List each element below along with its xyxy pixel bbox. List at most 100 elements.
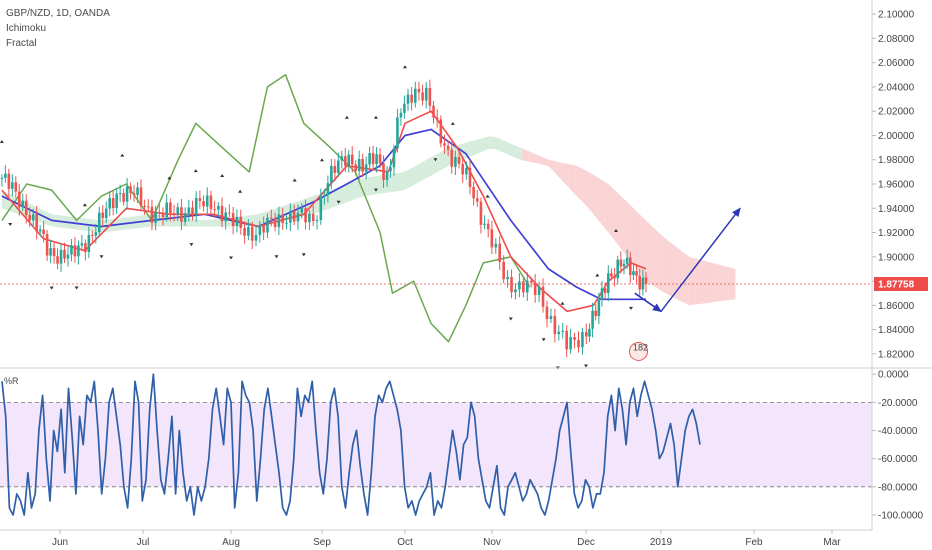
cloud-segment: [676, 246, 683, 303]
candle-body: [146, 206, 150, 208]
cloud-segment: [625, 200, 631, 262]
candle-body: [73, 245, 77, 257]
williams-r-line: [1, 373, 701, 516]
candle-body: [638, 275, 642, 290]
candle-body: [573, 337, 576, 340]
candle-body: [247, 227, 250, 236]
cloud-segment: [205, 219, 212, 227]
candle-body: [154, 212, 157, 223]
candle-body: [486, 223, 490, 230]
fractal-up-marker: [120, 153, 125, 157]
cloud-segment: [669, 241, 677, 299]
cloud-segment: [630, 205, 636, 269]
candle-body: [150, 206, 154, 223]
x-tick-label: Feb: [745, 537, 763, 548]
wr-y-tick-label: 0.0000: [878, 370, 909, 381]
candle-body: [311, 213, 315, 222]
fractal-down-marker: [336, 200, 341, 204]
cloud-segment: [636, 210, 642, 275]
candle-body: [498, 243, 502, 262]
indicator-ichimoku: Ichimoku: [6, 23, 47, 34]
candle-body: [326, 183, 330, 196]
candle-body: [97, 212, 101, 233]
cloud-segment: [192, 219, 200, 227]
candle-body: [475, 198, 479, 202]
candle-body: [490, 229, 494, 248]
candle-body: [389, 167, 392, 172]
cloud-segment: [715, 263, 723, 302]
candle-body: [205, 195, 209, 207]
candle-body: [94, 232, 98, 236]
candle-body: [461, 163, 464, 175]
event-badge-count: 182: [633, 342, 648, 352]
candle-body: [52, 248, 56, 257]
candle-body: [139, 187, 143, 207]
y-tick-label: 1.86000: [878, 301, 915, 312]
x-tick-label: 2019: [650, 537, 673, 548]
candle-body: [368, 153, 371, 165]
candle-body: [502, 261, 505, 280]
candle-body: [392, 148, 396, 168]
fractal-up-marker: [560, 301, 565, 305]
candle-body: [424, 87, 428, 101]
y-tick-label: 1.94000: [878, 204, 915, 215]
price-pane: 182: [0, 65, 872, 370]
candle-body: [594, 310, 598, 317]
candle-body: [343, 156, 347, 166]
candle-body: [217, 205, 220, 210]
candle-body: [66, 254, 70, 259]
cloud-segment: [562, 162, 569, 188]
fractal-down-marker: [301, 253, 306, 257]
candle-body: [641, 277, 645, 290]
wr-y-tick-label: -60.0000: [878, 454, 918, 465]
candle-body: [17, 191, 21, 208]
candle-body: [537, 286, 541, 295]
candle-body: [300, 208, 304, 213]
candle-body: [347, 154, 351, 166]
candle-body: [198, 198, 202, 202]
wr-y-tick-label: -20.0000: [878, 398, 918, 409]
y-tick-label: 1.96000: [878, 180, 915, 191]
cloud-segment: [470, 139, 477, 157]
candle-body: [561, 330, 565, 332]
candle-body: [600, 288, 604, 300]
cloud-segment: [502, 139, 509, 155]
candle-body: [292, 210, 296, 222]
candle-body: [220, 205, 224, 222]
fractal-up-marker: [82, 203, 87, 207]
cloud-segment: [614, 190, 621, 248]
candle-body: [104, 208, 108, 219]
candle-body: [285, 222, 288, 224]
last-price-tag: [874, 277, 928, 292]
candle-body: [577, 339, 580, 348]
candle-body: [432, 105, 435, 118]
fractal-down-marker: [274, 255, 279, 259]
candle-body: [132, 193, 136, 195]
candle-body: [417, 88, 421, 93]
fractal-down-marker: [229, 256, 233, 260]
cloud-segment: [702, 260, 709, 304]
candle-body: [375, 154, 378, 165]
candle-body: [202, 201, 205, 207]
price-overlays: 182: [0, 207, 872, 361]
candle-body: [35, 214, 38, 232]
candle-body: [224, 212, 227, 222]
candle-body: [59, 249, 63, 264]
candle-body: [378, 154, 382, 164]
cloud-segment: [249, 214, 256, 227]
candle-body: [644, 277, 648, 284]
candle-body: [382, 163, 385, 180]
candle-body: [129, 186, 132, 194]
fractal-up-marker: [220, 174, 225, 178]
cloud-segment: [575, 165, 583, 202]
candle-body: [169, 202, 172, 214]
cloud-segment: [367, 176, 374, 196]
cloud-segment: [709, 262, 716, 303]
cloud-segment: [427, 155, 434, 178]
candle-body: [330, 165, 333, 184]
x-tick-label: Mar: [823, 537, 841, 548]
cloud-segment: [489, 136, 496, 150]
candle-body: [239, 216, 243, 228]
candle-body: [258, 225, 262, 235]
y-tick-label: 2.06000: [878, 58, 915, 69]
